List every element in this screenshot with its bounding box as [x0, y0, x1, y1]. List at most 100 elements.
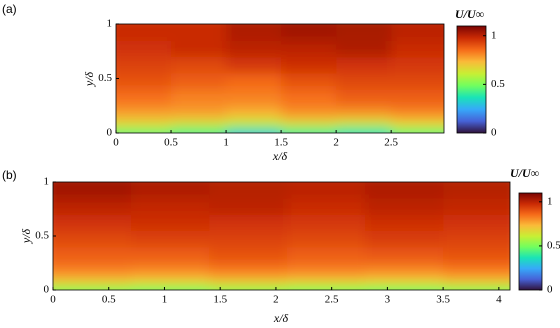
field-cell [131, 214, 210, 232]
field-cell [281, 73, 337, 90]
field-cell [391, 56, 444, 74]
field-cell [443, 246, 510, 264]
field-cell [287, 230, 366, 248]
field-cell [209, 182, 288, 199]
colorbar-title: U/U∞ [455, 7, 484, 21]
field-cell [226, 40, 282, 58]
field-cell [281, 56, 337, 74]
field-cell [365, 273, 444, 282]
field-cell [443, 273, 510, 282]
field-cell [209, 263, 288, 275]
field-cell [116, 124, 172, 131]
colorbar-tick-label: 1 [491, 29, 497, 41]
colorbar-tick-label: 1 [547, 195, 553, 207]
field-cell [116, 24, 172, 41]
field-cell [53, 230, 132, 248]
field-cell [365, 182, 444, 199]
field-cell [287, 182, 366, 199]
field-cell [53, 263, 132, 275]
field-cell [281, 40, 337, 58]
x-tick-label: 1 [162, 294, 168, 306]
field-cell [131, 198, 210, 215]
x-tick-label: 3.5 [436, 294, 450, 306]
field-cell [116, 56, 172, 74]
field-cell [281, 129, 337, 133]
field-cell [443, 281, 510, 288]
field-cell [336, 24, 392, 41]
field-cell [171, 129, 227, 133]
field-cell [365, 281, 444, 288]
field-cell [53, 214, 132, 232]
panel-label: (a) [2, 2, 17, 16]
field-cell [336, 56, 392, 74]
field-cell [287, 286, 366, 290]
field-cell [171, 40, 227, 58]
field-cell [116, 40, 172, 58]
x-tick-label: 2.5 [325, 294, 339, 306]
field-cell [281, 116, 337, 125]
field-cell [116, 73, 172, 90]
field-cell [131, 182, 210, 199]
colorbar [518, 192, 543, 291]
y-tick-label: 0.5 [35, 230, 49, 242]
field-cell [365, 214, 444, 232]
field [116, 24, 444, 133]
field-cell [336, 40, 392, 58]
field-cell [171, 89, 227, 107]
x-tick-label: 0.5 [164, 137, 178, 149]
field-cell [391, 124, 444, 131]
y-tick-label: 1 [44, 176, 50, 188]
y-tick-label: 1 [107, 18, 113, 30]
x-tick-label: 1 [223, 137, 229, 149]
field-cell [131, 273, 210, 282]
field-cell [287, 263, 366, 275]
field-cell [171, 24, 227, 41]
field-cell [171, 116, 227, 125]
x-axis-label: x/δ [272, 149, 288, 163]
field-cell [336, 129, 392, 133]
field-cell [443, 182, 510, 199]
field-cell [209, 273, 288, 282]
field-cell [391, 24, 444, 41]
panel-label: (b) [2, 168, 17, 182]
field-cell [287, 214, 366, 232]
field-cell [209, 281, 288, 288]
x-tick-label: 1.5 [274, 137, 288, 149]
field-cell [226, 56, 282, 74]
y-axis-label: y/δ [19, 228, 33, 244]
field-cell [171, 73, 227, 90]
colorbar [456, 25, 487, 134]
field-cell [209, 246, 288, 264]
field-cell [281, 24, 337, 41]
y-tick-label: 0 [107, 127, 113, 139]
field-cell [209, 286, 288, 290]
colorbar-title: U/U∞ [510, 166, 539, 180]
field-cell [443, 230, 510, 248]
field-cell [281, 124, 337, 131]
colorbar-tick-label: 0 [491, 127, 497, 139]
field-cell [53, 198, 132, 215]
field-cell [226, 129, 282, 133]
field-cells [53, 182, 510, 290]
x-tick-label: 1.5 [213, 294, 227, 306]
field-cell [365, 198, 444, 215]
field-cell [281, 89, 337, 107]
field-cell [443, 214, 510, 232]
field-cell [116, 105, 172, 118]
field-cell [391, 73, 444, 90]
field-cell [131, 286, 210, 290]
field-cell [443, 286, 510, 290]
field-cell [131, 263, 210, 275]
x-tick-label: 2.5 [384, 137, 398, 149]
field-cell [131, 246, 210, 264]
field-cell [131, 281, 210, 288]
y-tick-label: 0 [44, 284, 50, 296]
field-cell [365, 263, 444, 275]
field-cell [336, 116, 392, 125]
field-cell [336, 73, 392, 90]
field-cell [209, 198, 288, 215]
field-cell [443, 263, 510, 275]
field-cell [116, 89, 172, 107]
field-cell [53, 246, 132, 264]
